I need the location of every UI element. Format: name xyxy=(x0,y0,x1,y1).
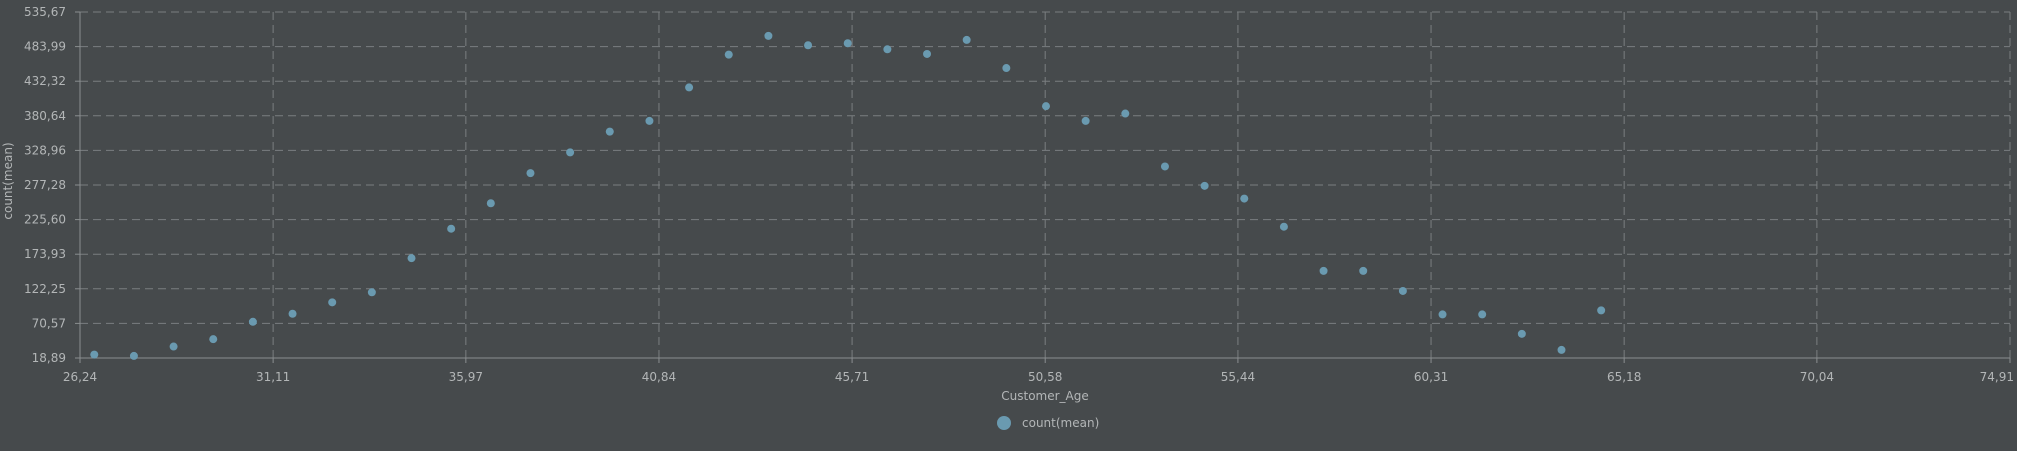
data-point[interactable] xyxy=(1002,64,1011,73)
data-point[interactable] xyxy=(1597,306,1606,315)
x-tick-label: 45,71 xyxy=(835,370,869,384)
y-tick-label: 277,28 xyxy=(24,178,66,192)
x-tick-label: 70,04 xyxy=(1800,370,1834,384)
x-tick-label: 55,44 xyxy=(1221,370,1255,384)
data-point[interactable] xyxy=(1438,310,1447,319)
data-point[interactable] xyxy=(605,127,614,136)
grid-layer xyxy=(79,11,2011,359)
x-tick-label: 26,24 xyxy=(63,370,97,384)
data-point[interactable] xyxy=(1517,329,1526,338)
data-point[interactable] xyxy=(685,83,694,92)
x-tick-label: 50,58 xyxy=(1028,370,1062,384)
points-layer xyxy=(90,31,1606,360)
data-point[interactable] xyxy=(288,309,297,318)
x-tick-label: 60,31 xyxy=(1414,370,1448,384)
data-point[interactable] xyxy=(1359,266,1368,275)
data-point[interactable] xyxy=(407,254,416,263)
legend[interactable]: count(mean) xyxy=(997,416,1099,430)
data-point[interactable] xyxy=(1200,181,1209,190)
y-tick-label: 173,93 xyxy=(24,247,66,261)
legend-marker-icon xyxy=(997,416,1011,430)
data-point[interactable] xyxy=(447,224,456,233)
data-point[interactable] xyxy=(486,199,495,208)
x-tick-label: 74,91 xyxy=(1980,370,2014,384)
data-point[interactable] xyxy=(209,335,218,344)
y-tick-label: 483,99 xyxy=(24,40,66,54)
y-tick-label: 535,67 xyxy=(24,5,66,19)
data-point[interactable] xyxy=(1557,345,1566,354)
y-tick-label: 380,64 xyxy=(24,109,66,123)
data-point[interactable] xyxy=(367,288,376,297)
data-point[interactable] xyxy=(1081,116,1090,125)
data-point[interactable] xyxy=(883,45,892,54)
data-point[interactable] xyxy=(1279,222,1288,231)
y-tick-label: 18,89 xyxy=(32,351,66,365)
data-point[interactable] xyxy=(566,148,575,157)
data-point[interactable] xyxy=(248,317,257,326)
data-point[interactable] xyxy=(90,350,99,359)
y-tick-label: 225,60 xyxy=(24,213,66,227)
data-point[interactable] xyxy=(645,116,654,125)
data-point[interactable] xyxy=(1121,109,1130,118)
data-point[interactable] xyxy=(923,49,932,58)
x-tick-label: 40,84 xyxy=(642,370,676,384)
data-point[interactable] xyxy=(328,298,337,307)
data-point[interactable] xyxy=(804,41,813,50)
data-point[interactable] xyxy=(962,35,971,44)
data-point[interactable] xyxy=(526,169,535,178)
data-point[interactable] xyxy=(169,342,178,351)
x-tick-label: 31,11 xyxy=(256,370,290,384)
data-point[interactable] xyxy=(1478,310,1487,319)
data-point[interactable] xyxy=(1319,266,1328,275)
data-point[interactable] xyxy=(843,39,852,48)
data-point[interactable] xyxy=(1240,194,1249,203)
data-point[interactable] xyxy=(129,351,138,360)
data-point[interactable] xyxy=(724,50,733,59)
data-point[interactable] xyxy=(1398,286,1407,295)
x-tick-label: 35,97 xyxy=(449,370,483,384)
y-axis-label: count(mean) xyxy=(1,142,15,219)
y-tick-label: 432,32 xyxy=(24,74,66,88)
y-tick-label: 70,57 xyxy=(32,316,66,330)
data-point[interactable] xyxy=(764,31,773,40)
data-point[interactable] xyxy=(1041,102,1050,111)
y-tick-label: 122,25 xyxy=(24,282,66,296)
x-axis-label: Customer_Age xyxy=(1001,389,1089,403)
legend-label: count(mean) xyxy=(1022,416,1099,430)
x-tick-label: 65,18 xyxy=(1607,370,1641,384)
tick-layer: 18,89 70,57 122,25 173,93 225,60 277,28 328,96… xyxy=(24,5,2014,384)
data-point[interactable] xyxy=(1160,162,1169,171)
y-tick-label: 328,96 xyxy=(24,143,66,157)
